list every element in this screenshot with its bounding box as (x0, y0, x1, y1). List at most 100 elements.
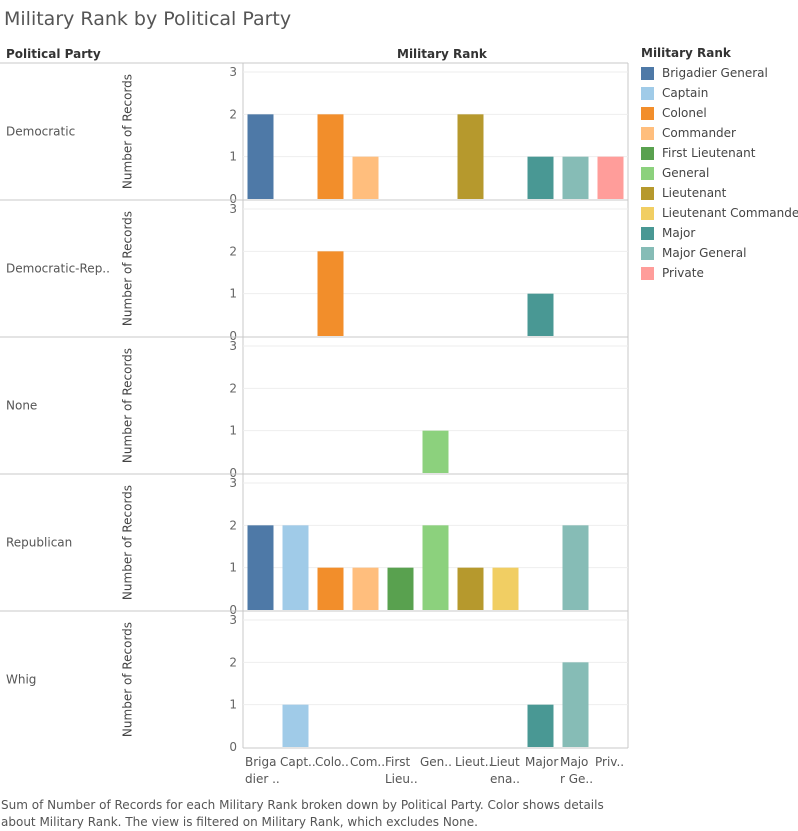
bar-democratic-commander (352, 156, 379, 199)
bar-republican-general (422, 525, 449, 610)
bar-whig-major (527, 704, 554, 747)
bar-democratic-rep-major (527, 293, 554, 336)
legend-item-first-lieutenant[interactable]: First Lieutenant (641, 143, 798, 163)
y-tick-label: 2 (229, 244, 237, 258)
bar-democratic-major (527, 156, 554, 199)
y-axis-title: Number of Records (121, 348, 135, 463)
x-tick-label: Major (525, 755, 558, 769)
bar-whig-captain (282, 704, 309, 747)
y-tick-label: 3 (229, 65, 237, 79)
y-tick-label: 2 (229, 518, 237, 532)
legend-swatch (641, 166, 654, 180)
legend-item-lieutenant[interactable]: Lieutenant (641, 183, 798, 203)
legend-label: First Lieutenant (662, 146, 756, 160)
legend[interactable]: Military Rank Brigadier General Captain Co… (641, 46, 798, 283)
column-header-military-rank: Military Rank (397, 47, 487, 61)
party-label-none: None (6, 399, 37, 413)
legend-item-major[interactable]: Major (641, 223, 798, 243)
bar-democratic-colonel (317, 114, 344, 199)
party-label-republican: Republican (6, 536, 72, 550)
legend-label: Captain (662, 86, 709, 100)
x-tick-label: dier .. (245, 772, 280, 786)
y-tick-label: 1 (229, 150, 237, 164)
legend-item-major-general[interactable]: Major General (641, 243, 798, 263)
bar-republican-lieutenant (457, 567, 484, 610)
y-tick-label: 2 (229, 655, 237, 669)
legend-item-commander[interactable]: Commander (641, 123, 798, 143)
x-tick-label: Lieut.. (455, 755, 492, 769)
legend-label: Lieutenant (662, 186, 727, 200)
legend-item-general[interactable]: General (641, 163, 798, 183)
legend-swatch (641, 206, 654, 220)
y-tick-label: 2 (229, 107, 237, 121)
legend-label: Colonel (662, 106, 707, 120)
x-tick-label: Lieu.. (385, 772, 418, 786)
legend-item-colonel[interactable]: Colonel (641, 103, 798, 123)
y-tick-label: 3 (229, 613, 237, 627)
bar-republican-colonel (317, 567, 344, 610)
y-tick-label: 0 (229, 192, 237, 206)
y-tick-label: 0 (229, 329, 237, 343)
x-tick-label: Lieut (490, 755, 520, 769)
y-axis-title: Number of Records (121, 485, 135, 600)
legend-swatch (641, 66, 654, 80)
bar-republican-first-lieutenant (387, 567, 414, 610)
legend-title: Military Rank (641, 46, 731, 60)
legend-label: Major General (662, 246, 747, 260)
bar-democratic-private (597, 156, 624, 199)
legend-item-captain[interactable]: Captain (641, 83, 798, 103)
legend-label: Private (662, 266, 704, 280)
y-axis-title: Number of Records (121, 622, 135, 737)
legend-label: Commander (662, 126, 736, 140)
legend-swatch (641, 126, 654, 140)
legend-item-brigadier-general[interactable]: Brigadier General (641, 63, 798, 83)
legend-swatch (641, 246, 654, 260)
bar-democratic-major-general (562, 156, 589, 199)
legend-swatch (641, 226, 654, 240)
party-label-democratic-rep: Democratic-Rep.. (6, 262, 110, 276)
legend-swatch (641, 266, 654, 280)
x-tick-label: Com.. (350, 755, 385, 769)
y-tick-label: 2 (229, 381, 237, 395)
legend-label: General (662, 166, 710, 180)
y-tick-label: 1 (229, 287, 237, 301)
bar-republican-brigadier-general (247, 525, 274, 610)
x-tick-label: Capt.. (280, 755, 316, 769)
x-tick-label: Colo.. (315, 755, 349, 769)
y-axis-title: Number of Records (121, 211, 135, 326)
y-tick-label: 1 (229, 424, 237, 438)
bar-democratic-lieutenant (457, 114, 484, 199)
y-tick-label: 1 (229, 698, 237, 712)
y-tick-label: 0 (229, 740, 237, 754)
legend-item-private[interactable]: Private (641, 263, 798, 283)
bar-none-general (422, 430, 449, 473)
legend-item-lieutenant-commander[interactable]: Lieutenant Commander (641, 203, 798, 223)
x-tick-label: Majo (560, 755, 588, 769)
chart-title: Military Rank by Political Party (4, 8, 292, 30)
y-tick-label: 1 (229, 561, 237, 575)
legend-label: Brigadier General (662, 66, 768, 80)
y-tick-label: 3 (229, 202, 237, 216)
legend-swatch (641, 86, 654, 100)
row-header-political-party: Political Party (6, 47, 101, 61)
y-tick-label: 0 (229, 466, 237, 480)
legend-label: Major (662, 226, 696, 240)
party-label-democratic: Democratic (6, 125, 75, 139)
y-axis-title: Number of Records (121, 74, 135, 189)
bar-democratic-rep-colonel (317, 251, 344, 336)
x-tick-label: Briga (245, 755, 276, 769)
chart-plot-area: 0 1 2 3 Number of Records Democratic 0 1 2 3 Numbe… (0, 62, 629, 786)
chart-caption: Sum of Number of Records for each Milita… (1, 798, 604, 829)
x-tick-label: First (385, 755, 411, 769)
x-tick-label: ena.. (490, 772, 520, 786)
bar-republican-commander (352, 567, 379, 610)
bar-republican-lieutenant-commander (492, 567, 519, 610)
x-tick-label: r Ge.. (560, 772, 593, 786)
bar-whig-major-general (562, 662, 589, 747)
x-tick-label: Priv.. (595, 755, 624, 769)
bar-republican-major-general (562, 525, 589, 610)
bar-republican-captain (282, 525, 309, 610)
x-tick-label: Gen.. (420, 755, 452, 769)
bar-democratic-brigadier-general (247, 114, 274, 199)
y-tick-label: 0 (229, 603, 237, 617)
